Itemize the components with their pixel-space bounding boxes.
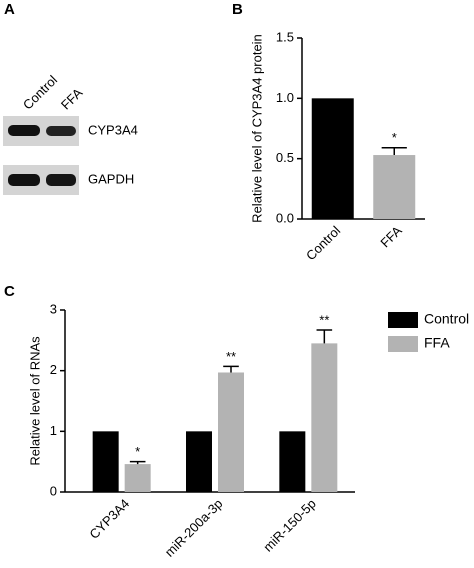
error-bar [381,147,407,156]
bar [311,343,338,492]
panel-label: B [232,1,243,18]
bar [311,98,354,219]
y-tick-label: 0.0 [276,210,294,225]
bar [186,431,212,492]
x-tick-label: miR-200a-3p [162,496,226,560]
x-tick-label: miR-150-5p [260,496,319,555]
significance-label: * [135,444,140,459]
bar [124,464,151,492]
significance-label: ** [226,349,236,364]
bar [373,155,416,219]
y-axis-label: Relative level of RNAs [27,336,42,466]
blot-band [8,125,40,136]
row-label: CYP3A4 [88,122,138,137]
blot-band [46,126,76,136]
lane-label: FFA [58,85,86,113]
x-tick-label: FFA [377,223,405,251]
legend-swatch [388,336,418,352]
y-tick-label: 1.0 [276,90,294,105]
legend-label: FFA [424,335,450,351]
error-bar [129,460,146,465]
bar [218,372,244,492]
y-axis-label: Relative level of CYP3A4 protein [249,34,264,223]
x-tick-label: Control [303,223,343,263]
y-tick-label: 2 [50,362,57,377]
error-bar [223,365,239,373]
x-tick-label: CYP3A4 [86,496,132,542]
bar [92,431,119,492]
y-tick-label: 3 [50,301,57,316]
panel-label: C [4,283,15,300]
y-tick-label: 0 [50,483,57,498]
bar [279,431,306,492]
significance-label: * [392,130,397,145]
legend-swatch [388,312,418,328]
y-tick-label: 0.5 [276,150,294,165]
y-tick-label: 1 [50,423,57,438]
blot-band [46,174,76,186]
legend-label: Control [424,311,469,327]
row-label: GAPDH [88,171,134,186]
lane-label: Control [20,72,60,112]
panel-label: A [4,1,15,18]
error-bar [316,329,333,344]
blot-band [8,174,40,186]
y-tick-label: 1.5 [276,29,294,44]
blot [3,116,79,195]
significance-label: ** [319,312,329,327]
